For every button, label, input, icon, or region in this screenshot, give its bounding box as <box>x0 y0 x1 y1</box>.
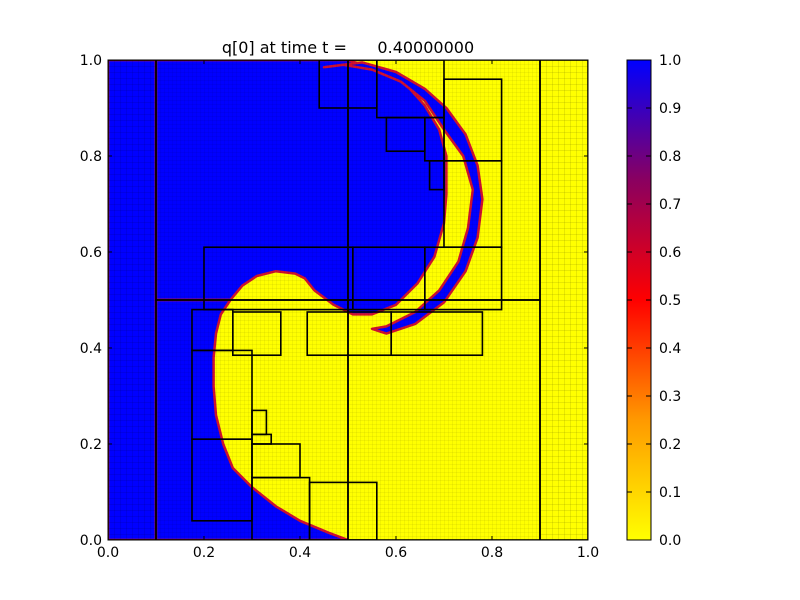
x-tick-label: 0.6 <box>385 545 407 561</box>
chart-title: q[0] at time t = 0.40000000 <box>222 38 474 57</box>
amr-patch-19 <box>390 311 484 357</box>
y-tick-label: 1.0 <box>80 53 102 69</box>
amr-patch-5 <box>347 299 541 540</box>
colorbar-tick-label: 0.1 <box>659 485 681 501</box>
y-tick-label: 0.6 <box>80 245 102 261</box>
colorbar-tick-label: 0.5 <box>659 293 681 309</box>
x-tick-label: 0.0 <box>97 545 119 561</box>
colorbar-tick-label: 0.7 <box>659 197 681 213</box>
grid-overlay-5 <box>348 300 540 540</box>
x-tick-label: 0.4 <box>289 545 311 561</box>
amr-patch-15 <box>423 246 503 311</box>
x-tick-label: 0.8 <box>481 545 503 561</box>
colorbar-tick-label: 0.4 <box>659 341 681 357</box>
amr-patches <box>108 60 588 540</box>
colorbar-tick-label: 0.9 <box>659 101 681 117</box>
colorbar-tick-label: 0.0 <box>659 533 681 549</box>
x-tick-label: 0.2 <box>193 545 215 561</box>
colorbar-tick-label: 1.0 <box>659 53 681 69</box>
colorbar-tick-label: 0.2 <box>659 437 681 453</box>
amr-patch-17 <box>232 311 282 357</box>
amr-grid-lines <box>108 60 588 540</box>
grid-overlay-2 <box>156 60 348 300</box>
colorbar-ticks: 0.0 0.1 0.2 0.3 0.4 0.5 0.6 0.7 0.8 0.9 1.0 <box>627 53 681 549</box>
colorbar-tick-label: 0.6 <box>659 245 681 261</box>
y-tick-label: 0.8 <box>80 149 102 165</box>
plot-area <box>108 60 588 540</box>
y-axis: 0.0 0.2 0.4 0.6 0.8 1.0 <box>80 53 588 549</box>
grid-overlay-0 <box>108 60 156 540</box>
x-axis: 0.0 0.2 0.4 0.6 0.8 1.0 <box>97 60 599 561</box>
y-tick-label: 0.2 <box>80 437 102 453</box>
colorbar: 0.0 0.1 0.2 0.3 0.4 0.5 0.6 0.7 0.8 0.9 1.0 <box>626 53 681 549</box>
y-tick-label: 0.0 <box>80 533 102 549</box>
plot-frame <box>107 59 589 541</box>
x-tick-label: 1.0 <box>577 545 599 561</box>
y-tick-label: 0.4 <box>80 341 102 357</box>
colorbar-tick-label: 0.3 <box>659 389 681 405</box>
grid-overlay-1 <box>540 60 588 540</box>
colorbar-tick-label: 0.8 <box>659 149 681 165</box>
amr-patch-12 <box>428 160 445 191</box>
